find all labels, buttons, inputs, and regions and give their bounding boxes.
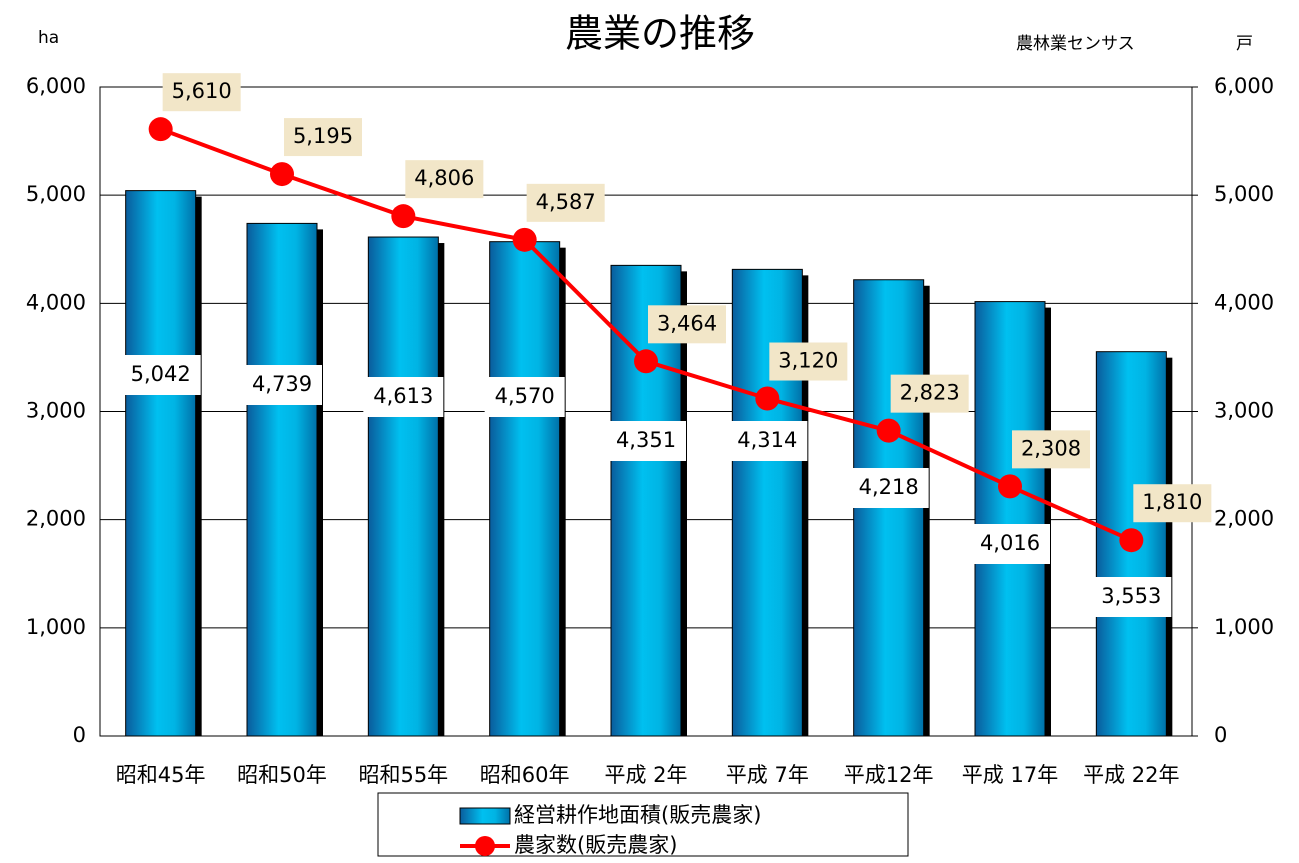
x-tick-label: 昭和55年 [358, 763, 448, 787]
line-label: 5,610 [172, 79, 232, 103]
bar-label-bg [970, 524, 1050, 564]
bar-label-bg [1091, 577, 1172, 617]
x-tick-label: 平成 2年 [604, 763, 687, 787]
bar-label: 4,351 [616, 428, 676, 452]
line-label-bg [769, 342, 848, 381]
legend-label: 経営耕作地面積(販売農家) [514, 803, 761, 827]
y2-tick-label: 3,000 [1214, 399, 1274, 423]
line-label: 5,195 [293, 124, 353, 148]
line-label: 4,806 [414, 166, 474, 190]
y-tick-label: 3,000 [26, 399, 86, 423]
chart-title: 農業の推移 [565, 12, 755, 56]
line-label-bg [890, 374, 969, 413]
line-label: 2,823 [900, 381, 960, 405]
line-point [755, 386, 780, 411]
y2-tick-label: 4,000 [1214, 290, 1274, 314]
x-tick-label: 平成12年 [844, 763, 934, 787]
line-point [634, 349, 658, 374]
bar-label-bg [120, 355, 201, 395]
line-point [512, 227, 537, 252]
bar-label-bg [848, 468, 929, 508]
x-tick-label: 昭和60年 [480, 763, 570, 787]
bar-label: 3,553 [1101, 584, 1161, 608]
line-point [148, 117, 173, 142]
y2-tick-label: 5,000 [1214, 182, 1274, 206]
bar-label-bg [727, 421, 808, 461]
line-point [1119, 528, 1144, 553]
bar [246, 222, 318, 737]
x-tick-label: 平成 22年 [1083, 763, 1179, 787]
line-label-bg [162, 73, 241, 112]
bar-label: 4,613 [373, 384, 433, 408]
bar-label: 4,218 [859, 475, 919, 499]
line-point [391, 204, 416, 229]
bar [731, 268, 803, 737]
line-point [270, 162, 294, 187]
y-tick-label: 2,000 [26, 507, 86, 531]
bar-label: 5,042 [131, 362, 191, 386]
bar [489, 241, 561, 737]
bar-label-bg [606, 421, 686, 461]
y-axis-unit: ha [38, 28, 59, 48]
y2-tick-label: 6,000 [1214, 74, 1274, 98]
bar-label-bg [484, 377, 565, 417]
bar-label-bg [242, 365, 322, 405]
bar [610, 264, 682, 737]
y2-tick-label: 2,000 [1214, 507, 1274, 531]
legend-label: 農家数(販売農家) [514, 833, 677, 857]
y2-tick-label: 0 [1214, 723, 1227, 747]
bar-label: 4,016 [980, 531, 1040, 555]
line-label-bg [648, 305, 726, 344]
line-label: 2,308 [1021, 436, 1081, 460]
line-label: 4,587 [536, 190, 596, 214]
line-label: 3,120 [778, 349, 838, 373]
y-tick-label: 0 [73, 723, 86, 747]
y-tick-label: 4,000 [26, 290, 86, 314]
legend-swatch [459, 807, 511, 825]
line-point [998, 474, 1022, 499]
line-label-bg [526, 183, 605, 222]
bar-label: 4,314 [737, 428, 797, 452]
line-label-bg [284, 118, 362, 157]
bar [367, 236, 439, 737]
x-tick-label: 平成 17年 [962, 763, 1058, 787]
y2-tick-label: 1,000 [1214, 615, 1274, 639]
line-label: 1,810 [1142, 490, 1202, 514]
legend-marker [475, 836, 495, 856]
line-label: 3,464 [657, 311, 717, 335]
line-label-bg [1012, 430, 1090, 469]
line-label-bg [405, 160, 484, 199]
bar [125, 190, 197, 737]
x-tick-label: 平成 7年 [726, 763, 809, 787]
bar-label-bg [363, 377, 444, 417]
bar [974, 301, 1046, 737]
y-tick-label: 6,000 [26, 74, 86, 98]
line-label-bg [1133, 484, 1212, 523]
x-tick-label: 昭和50年 [237, 763, 327, 787]
y-tick-label: 1,000 [26, 615, 86, 639]
line-point [876, 418, 901, 443]
y-tick-label: 5,000 [26, 182, 86, 206]
bar-label: 4,739 [252, 372, 312, 396]
x-tick-label: 昭和45年 [116, 763, 206, 787]
source: 農林業センサス [1016, 34, 1135, 54]
bar-label: 4,570 [495, 384, 555, 408]
y2-axis-unit: 戸 [1236, 34, 1253, 54]
